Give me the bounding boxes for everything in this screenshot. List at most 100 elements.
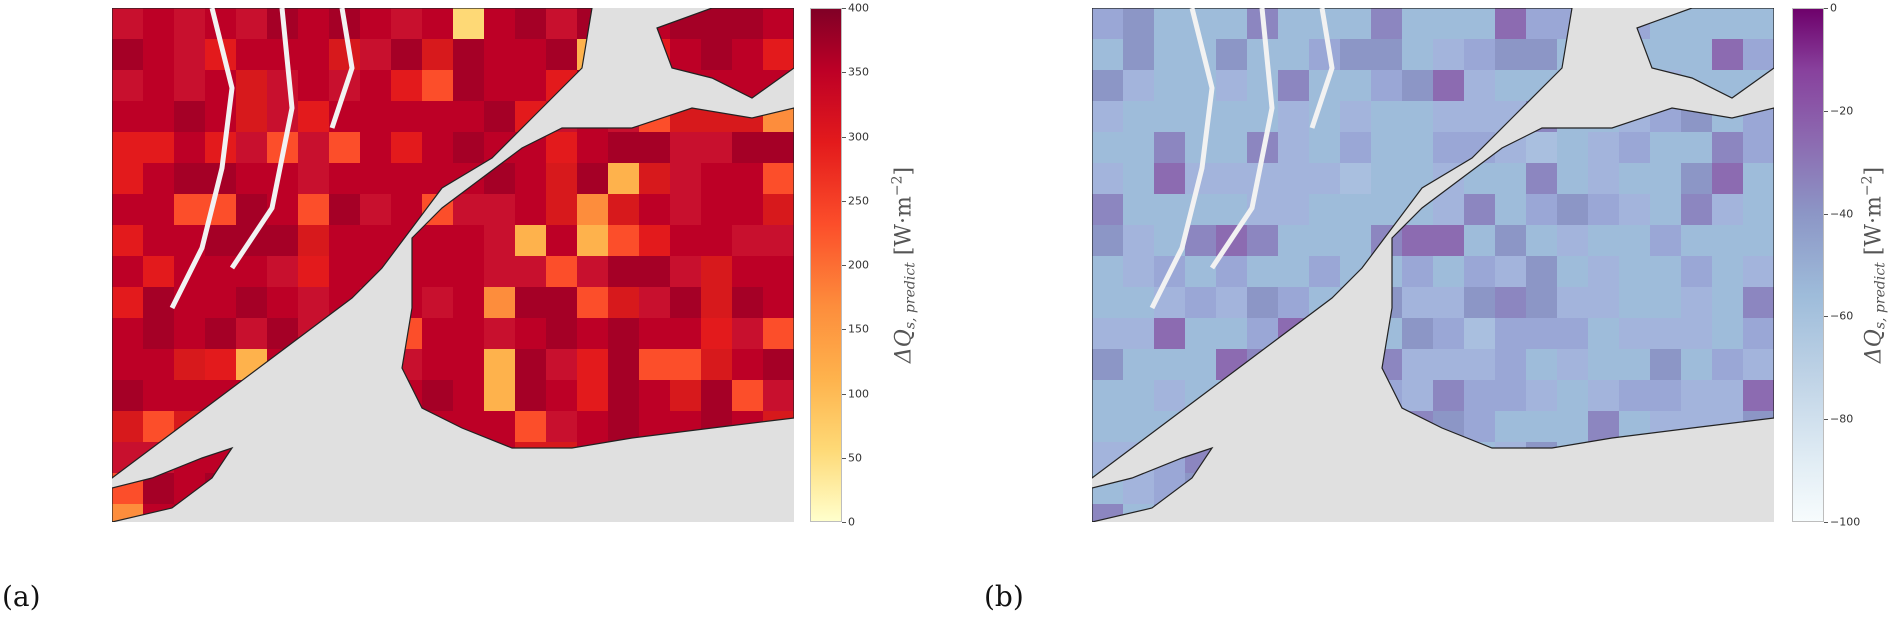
heatmap-cell [453,101,484,132]
heatmap-cell [236,39,267,70]
heatmap-cell [1154,411,1185,442]
heatmap-cell [236,256,267,287]
heatmap-cell [391,8,422,39]
heatmap-cell [329,349,360,380]
heatmap-cell [1712,318,1743,349]
heatmap-cell [546,256,577,287]
heatmap-cell [1526,101,1557,132]
heatmap-cell [1495,132,1526,163]
heatmap-cell [1278,194,1309,225]
heatmap-cell [546,39,577,70]
heatmap-cell [1681,318,1712,349]
heatmap-cell [1743,442,1774,473]
heatmap-cell [143,473,174,504]
heatmap-cell [360,256,391,287]
heatmap-cell [763,318,794,349]
heatmap-cell [1712,411,1743,442]
heatmap-cell [174,39,205,70]
heatmap-cell [360,349,391,380]
colorbar-tick-label: 0 [848,515,855,529]
heatmap-cell [453,287,484,318]
heatmap-cell [1092,473,1123,504]
coastline [112,446,234,522]
heatmap-cell [670,380,701,411]
colorbar-tickmark [842,200,846,202]
heatmap-cell [1092,132,1123,163]
heatmap-cell [732,256,763,287]
heatmap-cell [1154,70,1185,101]
heatmap-cell [298,411,329,442]
heatmap-cell [670,8,701,39]
heatmap-cell [701,318,732,349]
heatmap-cell [1650,318,1681,349]
heatmap-cell [174,194,205,225]
heatmap-cell [1154,39,1185,70]
heatmap-cell [701,163,732,194]
heatmap-cell [515,101,546,132]
river [169,8,235,310]
heatmap-cell [1433,504,1464,522]
heatmap-cell [236,504,267,522]
heatmap-cell [205,442,236,473]
heatmap-cell [1092,380,1123,411]
heatmap-cell [360,194,391,225]
heatmap-cell [1278,442,1309,473]
heatmap-cell [1464,256,1495,287]
colorbar-tick-label: −60 [1830,309,1854,323]
colorbar-title-a: ΔQs, predict [W·m−2] [889,166,919,364]
heatmap-cell [1092,70,1123,101]
heatmap-cell [1092,287,1123,318]
colorbar-tickmark [1824,8,1828,9]
heatmap-cell [1650,442,1681,473]
heatmap-cell [484,349,515,380]
heatmap-cell [732,318,763,349]
heatmap-cell [1650,256,1681,287]
heatmap-cell [1309,473,1340,504]
heatmap-cell [143,287,174,318]
heatmap-cell [1557,101,1588,132]
heatmap-cell [1464,194,1495,225]
heatmap-cell [298,504,329,522]
heatmap-cell [670,163,701,194]
heatmap-cell [422,442,453,473]
heatmap-cell [1216,132,1247,163]
heatmap-cell [298,194,329,225]
heatmap-cell [639,194,670,225]
heatmap-cell [1495,225,1526,256]
heatmap-cell [1681,101,1712,132]
colorbar-tick-label: 200 [848,258,869,272]
coastline [112,8,593,479]
heatmap-cell [1340,39,1371,70]
heatmap-cell [1495,473,1526,504]
heatmap-cell [1743,380,1774,411]
heatmap-cell [329,39,360,70]
heatmap-cell [1154,318,1185,349]
heatmap-cell [1526,318,1557,349]
heatmap-cell [1309,442,1340,473]
heatmap-cell [1123,442,1154,473]
heatmap-cell [298,225,329,256]
heatmap-cell [1371,39,1402,70]
heatmap-cell [391,101,422,132]
heatmap-cell [639,380,670,411]
heatmap-cell [1092,504,1123,522]
heatmap-cell [1185,318,1216,349]
heatmap-cell [143,349,174,380]
heatmap-cell [701,101,732,132]
heatmap-cell [639,442,670,473]
heatmap-cell [1247,380,1278,411]
heatmap-cell [701,442,732,473]
heatmap-cell [205,504,236,522]
heatmap-cell [1309,504,1340,522]
heatmap-cell [1557,163,1588,194]
heatmap-cell [329,132,360,163]
heatmap-cell [329,287,360,318]
heatmap-cell [391,194,422,225]
heatmap-cell [1712,287,1743,318]
heatmap-cell [1340,194,1371,225]
heatmap-cell [360,8,391,39]
heatmap-cell [639,70,670,101]
heatmap-map-a [112,8,794,522]
heatmap-cell [1464,163,1495,194]
heatmap-cell [608,318,639,349]
